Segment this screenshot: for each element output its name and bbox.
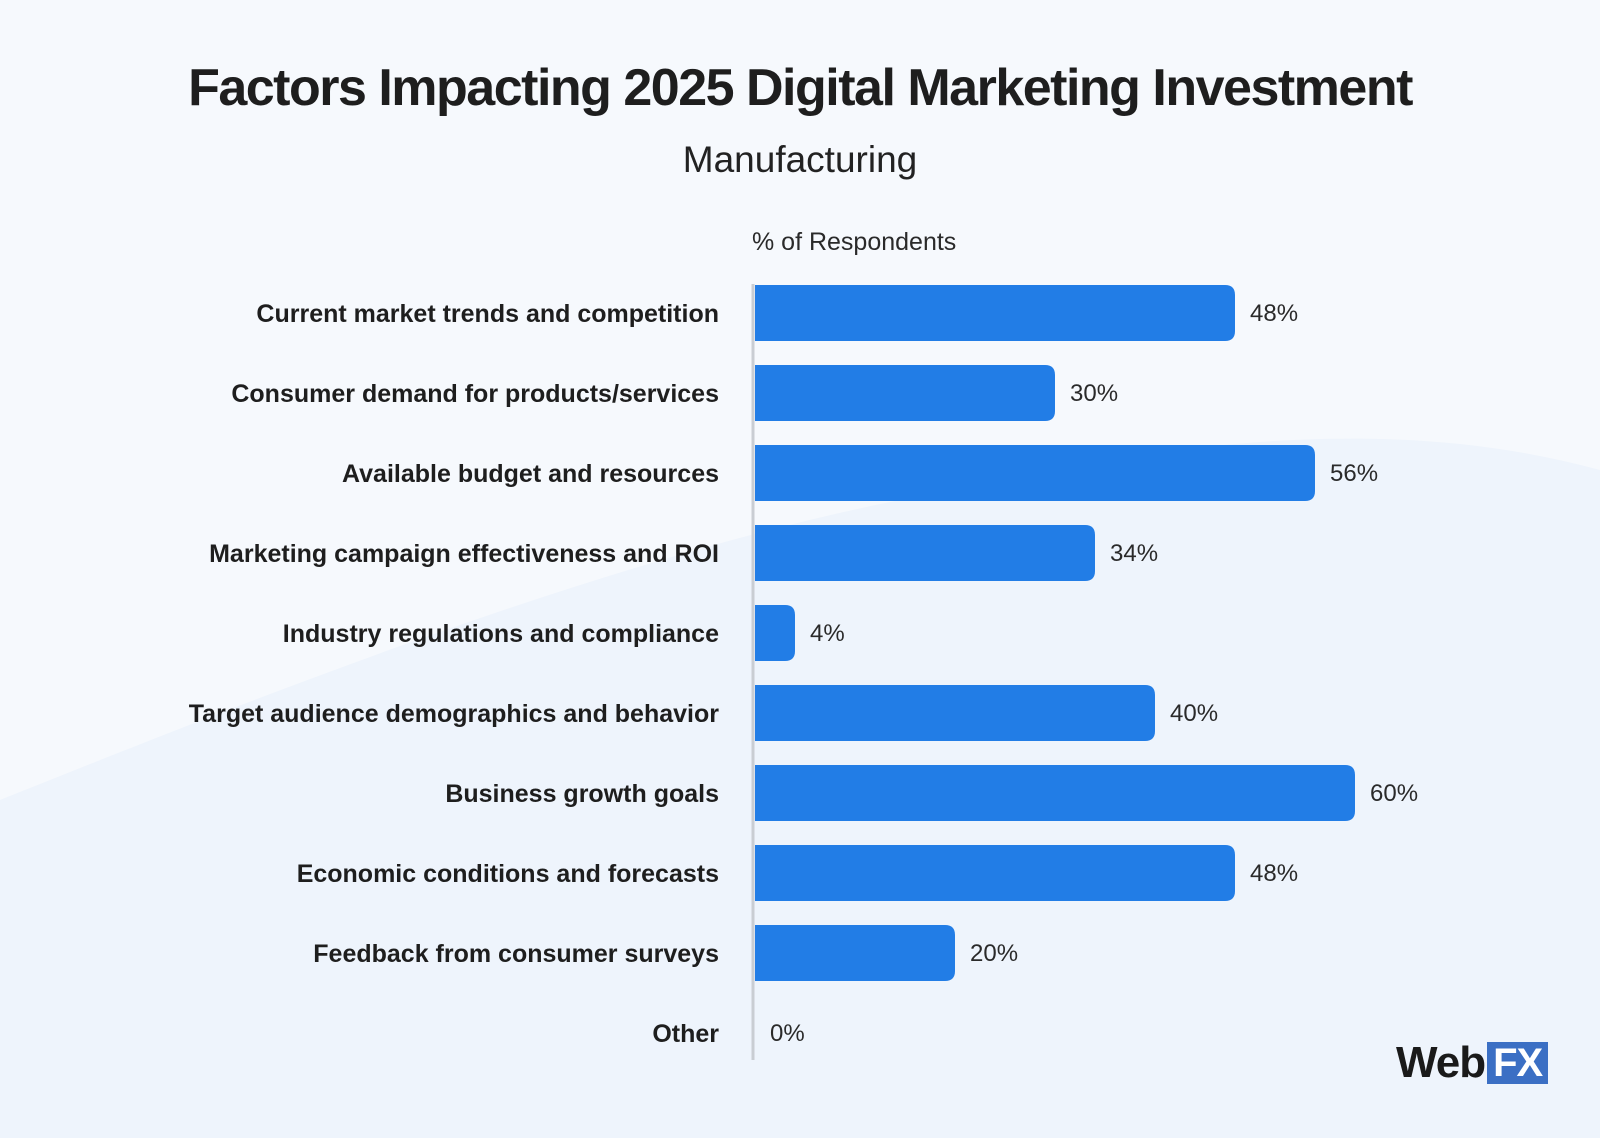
bar <box>755 525 1095 581</box>
x-axis-label: % of Respondents <box>752 228 957 256</box>
value-label: 48% <box>1250 860 1298 887</box>
bar <box>755 765 1355 821</box>
chart-title: Factors Impacting 2025 Digital Marketing… <box>188 59 1413 117</box>
category-label: Target audience demographics and behavio… <box>189 700 719 728</box>
logo-web-text: Web <box>1396 1038 1486 1087</box>
chart-subtitle: Manufacturing <box>682 139 918 180</box>
category-label: Available budget and resources <box>342 460 719 488</box>
category-label: Other <box>652 1020 719 1048</box>
webfx-logo: Web FX <box>1396 1038 1549 1088</box>
bars-group: Current market trends and competition 48%… <box>189 285 1418 1048</box>
value-label: 34% <box>1110 540 1158 567</box>
logo-fx-badge: FX <box>1487 1042 1549 1084</box>
value-label: 40% <box>1170 700 1218 727</box>
category-label: Industry regulations and compliance <box>283 620 719 648</box>
value-label: 60% <box>1370 780 1418 807</box>
category-label: Economic conditions and forecasts <box>297 860 719 888</box>
category-label: Current market trends and competition <box>256 300 719 328</box>
value-label: 4% <box>810 620 845 647</box>
value-label: 30% <box>1070 380 1118 407</box>
category-label: Business growth goals <box>445 780 719 808</box>
bar <box>755 845 1235 901</box>
value-label: 0% <box>770 1020 805 1047</box>
bar <box>755 285 1235 341</box>
bar <box>755 445 1315 501</box>
bar <box>755 365 1055 421</box>
value-label: 20% <box>970 940 1018 967</box>
bar <box>755 925 955 981</box>
category-label: Consumer demand for products/services <box>231 380 719 408</box>
category-label: Marketing campaign effectiveness and ROI <box>209 540 719 568</box>
bar <box>755 605 795 661</box>
category-label: Feedback from consumer surveys <box>313 940 719 968</box>
bar <box>755 685 1155 741</box>
value-label: 56% <box>1330 460 1378 487</box>
value-label: 48% <box>1250 300 1298 327</box>
